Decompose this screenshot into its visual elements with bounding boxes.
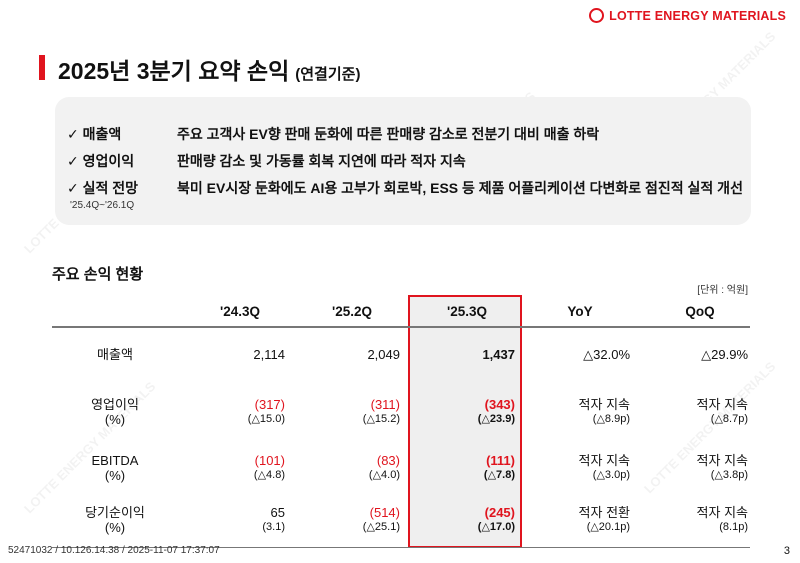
summary-item: ✓ 매출액 주요 고객사 EV향 판매 둔화에 따른 판매량 감소로 전분기 대비… [67,124,599,144]
summary-text: 판매량 감소 및 가동률 회복 지연에 따라 적자 지속 [177,153,466,169]
cell-value: 2,114 [253,347,285,362]
page-title: 2025년 3분기 요약 손익 (연결기준) [58,52,360,86]
summary-key: 실적 전망 [82,180,139,196]
cell-sub: (△15.0) [247,413,285,425]
cell-value: 2,049 [367,347,400,362]
cell-sub: (8.1p) [719,521,748,533]
table-cell: (83) (△4.0) [300,453,400,483]
summary-box: ✓ 매출액 주요 고객사 EV향 판매 둔화에 따른 판매량 감소로 전분기 대비… [55,97,751,225]
check-icon: ✓ [67,180,79,196]
cell-value: 적자 지속 [696,505,748,520]
cell-sub: (△3.8p) [710,469,748,481]
row-label-text: 영업이익 [91,397,139,412]
table-cell: △29.9% [648,347,748,362]
table-cell: 적자 지속 (8.1p) [648,505,748,535]
row-label: 영업이익 (%) [55,397,175,427]
cell-sub: (△4.0) [368,469,400,481]
row-label-sub: (%) [104,412,126,427]
table-cell: 적자 지속 (△3.0p) [530,453,630,483]
summary-key: 매출액 [82,126,122,142]
table-cell: 적자 지속 (△8.9p) [530,397,630,427]
cell-value: 적자 지속 [696,453,748,468]
table-cell: (317) (△15.0) [185,397,285,427]
cell-value: (514) [369,505,400,520]
table-cell: 적자 전환 (△20.1p) [530,505,630,535]
summary-text: 주요 고객사 EV향 판매 둔화에 따른 판매량 감소로 전분기 대비 매출 하… [177,126,600,142]
table-cell: 2,114 [185,347,285,362]
summary-item: ✓ 실적 전망 북미 EV시장 둔화에도 AI용 고부가 회로박, ESS 등 제… [67,178,743,198]
section-heading: 주요 손익 현황 [52,266,144,283]
footer-info: 52471032 / 10.126.14.38 / 2025-11-07 17:… [8,545,220,556]
logo-icon [589,8,605,23]
unit-label: [단위 : 억원] [697,285,748,296]
row-label-sub: (%) [104,520,126,535]
table-cell: (343) (△23.9) [415,397,515,427]
cell-value: (311) [370,397,400,412]
cell-sub: (△23.9) [477,413,515,425]
cell-sub: (△25.1) [362,521,400,533]
cell-sub: (△17.0) [477,521,515,533]
cell-sub: (3.1) [262,521,285,533]
table-cell: (101) (△4.8) [185,453,285,483]
table-cell: (311) (△15.2) [300,397,400,427]
table-cell: (111) (△7.8) [415,453,515,483]
cell-value: (83) [376,453,400,468]
row-label-text: EBITDA [91,453,139,468]
cell-value: △32.0% [583,347,630,362]
page-number: 3 [783,545,790,557]
table-cell: 적자 지속 (△8.7p) [648,397,748,427]
cell-value: 적자 지속 [578,453,630,468]
cell-sub: (△4.8) [253,469,285,481]
cell-sub: (△20.1p) [586,521,630,533]
row-label: EBITDA (%) [55,453,175,483]
row-label: 당기순이익 (%) [55,505,175,535]
table-cell: △32.0% [530,347,630,362]
cell-value: (343) [484,397,515,412]
forecast-period: '25.4Q~'26.1Q [70,200,135,211]
column-header: YoY [567,304,593,319]
cell-value: (111) [486,453,515,468]
title-accent-bar [39,55,45,80]
table-bottom-line [52,547,750,548]
cell-value: △29.9% [701,347,748,362]
table-cell: (245) (△17.0) [415,505,515,535]
row-label: 매출액 [55,347,175,362]
cell-value: 적자 전환 [578,505,630,520]
highlight-column-box [408,295,522,548]
row-label-text: 당기순이익 [85,505,145,520]
check-icon: ✓ [67,153,79,169]
column-header: '25.3Q [447,304,487,319]
cell-sub: (△15.2) [362,413,400,425]
cell-sub: (△8.7p) [710,413,748,425]
table-cell: 적자 지속 (△3.8p) [648,453,748,483]
cell-value: 적자 지속 [578,397,630,412]
cell-sub: (△7.8) [483,469,515,481]
cell-value: 1,437 [482,347,515,362]
company-logo: LOTTE ENERGY MATERIALS [589,8,786,23]
cell-value: 65 [270,505,285,520]
column-header: '24.3Q [220,304,260,319]
title-sub: (연결기준) [295,66,361,83]
cell-sub: (△3.0p) [592,469,630,481]
summary-item: ✓ 영업이익 판매량 감소 및 가동률 회복 지연에 따라 적자 지속 [67,151,466,171]
cell-value: (317) [254,397,285,412]
logo-text: LOTTE ENERGY MATERIALS [609,8,786,23]
cell-sub: (△8.9p) [592,413,630,425]
check-icon: ✓ [67,126,79,142]
header-divider [52,326,750,328]
summary-key: 영업이익 [82,153,135,169]
cell-value: (101) [254,453,285,468]
column-header: '25.2Q [332,304,372,319]
table-cell: 1,437 [415,347,515,362]
summary-text: 북미 EV시장 둔화에도 AI용 고부가 회로박, ESS 등 제품 어플리케이… [177,180,743,196]
table-cell: 2,049 [300,347,400,362]
column-header: QoQ [685,304,715,319]
title-main: 2025년 3분기 요약 손익 [58,58,290,84]
table-cell: (514) (△25.1) [300,505,400,535]
cell-value: 적자 지속 [696,397,748,412]
row-label-sub: (%) [104,468,126,483]
cell-value: (245) [484,505,515,520]
table-cell: 65 (3.1) [185,505,285,535]
row-label-text: 매출액 [97,347,133,362]
